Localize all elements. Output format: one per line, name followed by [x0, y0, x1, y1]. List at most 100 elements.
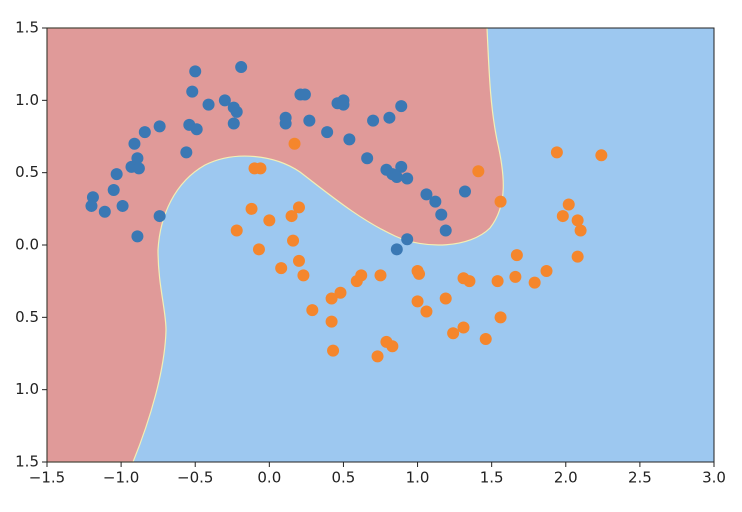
point	[230, 105, 243, 118]
point	[562, 198, 575, 211]
point	[325, 292, 338, 305]
y-tick-label: 1.5	[15, 19, 39, 37]
point	[411, 295, 424, 308]
point	[429, 195, 442, 208]
y-tick-label: 1.0	[15, 380, 39, 398]
point	[227, 117, 240, 130]
x-tick-label: 1.5	[480, 469, 504, 487]
region-red	[46, 27, 504, 463]
point	[390, 243, 403, 256]
point	[85, 199, 98, 212]
point	[383, 111, 396, 124]
point	[298, 88, 311, 101]
point	[395, 100, 408, 113]
point	[401, 172, 414, 185]
point	[235, 61, 248, 74]
point	[325, 315, 338, 328]
point	[571, 214, 584, 227]
y-tick-label: 0.0	[15, 236, 39, 254]
point	[374, 269, 387, 282]
point	[132, 162, 145, 175]
points	[85, 61, 608, 363]
x-tick-label: 0.5	[332, 469, 356, 487]
x-tick-label: 1.0	[406, 469, 430, 487]
point	[386, 340, 399, 353]
point	[595, 149, 608, 162]
point	[458, 185, 471, 198]
point	[128, 137, 141, 150]
point	[153, 120, 166, 133]
point	[439, 224, 452, 237]
point	[510, 249, 523, 262]
point	[550, 146, 563, 159]
point	[279, 117, 292, 130]
point	[334, 286, 347, 299]
point	[245, 202, 258, 215]
point	[180, 146, 193, 159]
point	[189, 65, 202, 78]
x-tick-label: 2.0	[554, 469, 578, 487]
point	[138, 126, 151, 139]
y-tick-label: 0.5	[15, 308, 39, 326]
x-tick-label: −1.0	[103, 469, 139, 487]
point	[556, 210, 569, 223]
y-tick-label: 0.5	[15, 163, 39, 181]
point	[263, 214, 276, 227]
point	[337, 98, 350, 111]
point	[371, 350, 384, 363]
point	[343, 133, 356, 146]
y-tick-label: 1.5	[15, 453, 39, 471]
point	[288, 137, 301, 150]
point	[401, 233, 414, 246]
point	[447, 327, 460, 340]
point	[190, 123, 203, 136]
point	[367, 114, 380, 127]
point	[297, 269, 310, 282]
point	[463, 275, 476, 288]
point	[303, 114, 316, 127]
point	[218, 94, 231, 107]
x-tick-label: 2.5	[628, 469, 652, 487]
x-tick-label: −0.5	[177, 469, 213, 487]
x-tick-label: 0.0	[257, 469, 281, 487]
point	[107, 184, 120, 197]
point	[202, 98, 215, 111]
x-tick-label: −1.5	[29, 469, 65, 487]
point	[285, 210, 298, 223]
point	[110, 168, 123, 181]
point	[439, 292, 452, 305]
point	[131, 152, 144, 165]
point	[479, 333, 492, 346]
point	[528, 276, 541, 289]
point	[395, 160, 408, 173]
point	[292, 254, 305, 267]
point	[574, 224, 587, 237]
point	[571, 250, 584, 263]
point	[350, 275, 363, 288]
point	[306, 304, 319, 317]
point	[491, 275, 504, 288]
point	[390, 171, 403, 184]
y-tick-label: 1.0	[15, 91, 39, 109]
point	[292, 201, 305, 214]
point	[540, 265, 553, 278]
point	[420, 188, 433, 201]
point	[509, 270, 522, 283]
x-tick-label: 3.0	[702, 469, 726, 487]
point	[457, 321, 470, 334]
point	[327, 344, 340, 357]
point	[287, 234, 300, 247]
point	[413, 267, 426, 280]
point	[494, 311, 507, 324]
point	[275, 262, 288, 275]
point	[254, 162, 267, 175]
point	[321, 126, 334, 139]
point	[494, 195, 507, 208]
point	[131, 230, 144, 243]
point	[153, 210, 166, 223]
point	[252, 243, 265, 256]
point	[98, 205, 111, 218]
point	[230, 224, 243, 237]
point	[420, 305, 433, 318]
